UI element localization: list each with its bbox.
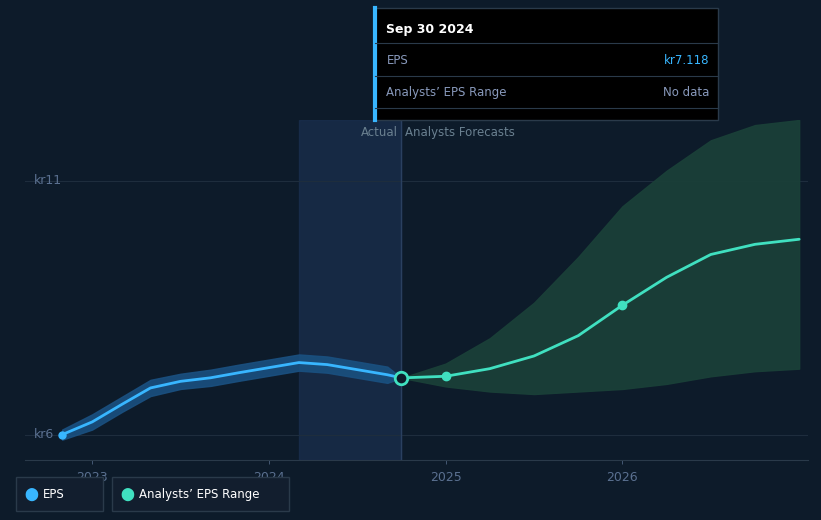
Text: Analysts’ EPS Range: Analysts’ EPS Range	[387, 86, 507, 99]
Text: Sep 30 2024: Sep 30 2024	[387, 23, 474, 36]
Text: kr6: kr6	[34, 428, 54, 441]
Bar	[299, 120, 401, 460]
Text: kr7.118: kr7.118	[664, 54, 710, 67]
Text: kr11: kr11	[34, 174, 62, 187]
Text: EPS: EPS	[387, 54, 408, 67]
Text: ⬤: ⬤	[25, 488, 39, 501]
Text: ⬤: ⬤	[121, 488, 135, 501]
Text: EPS: EPS	[43, 488, 64, 501]
Text: Actual: Actual	[361, 126, 398, 139]
Text: Analysts’ EPS Range: Analysts’ EPS Range	[139, 488, 259, 501]
Text: Analysts Forecasts: Analysts Forecasts	[405, 126, 515, 139]
Text: No data: No data	[663, 86, 710, 99]
